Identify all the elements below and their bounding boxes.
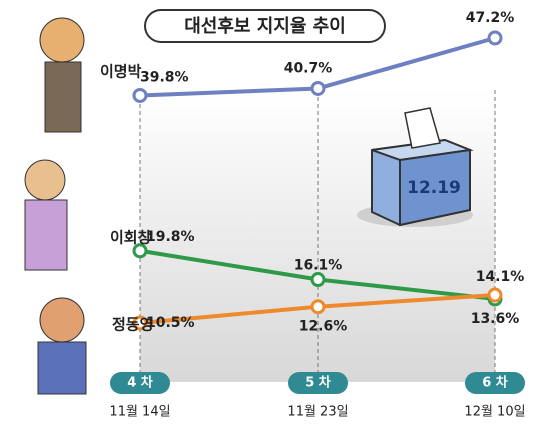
data-label: 13.6% [471,311,520,327]
round-label: 5 차 [305,375,331,391]
data-label: 40.7% [284,60,333,76]
ballot-box: 12.19 [357,107,474,227]
data-label: 19.8% [146,229,195,245]
round-badge [288,372,348,394]
round-badge [465,372,525,394]
point [310,80,326,96]
chart-title: 대선후보 지지율 추이 [184,16,346,37]
data-label: 39.8% [140,69,189,85]
data-label: 14.1% [476,269,525,285]
legend-label: 정동영 [112,316,153,334]
legend-label: 이명박 [100,63,142,81]
round-badge [110,372,170,394]
point [310,299,326,315]
x-tick-label: 12월 10일 [464,405,525,420]
data-label: 12.6% [299,319,348,335]
point [487,287,503,303]
point [132,315,148,331]
round-label: 4 차 [127,375,153,391]
x-tick-label: 11월 14일 [109,405,170,420]
data-label: 16.1% [294,258,343,274]
round-label: 6 차 [482,375,508,391]
point [487,30,503,46]
title-box [144,9,386,43]
point [132,243,148,259]
caricatures [24,17,87,395]
point [310,272,326,288]
data-label: 10.5% [146,315,195,331]
x-tick-label: 11월 23일 [287,405,348,420]
data-label: 47.2% [466,10,515,26]
point [132,87,148,103]
ballot-label: 12.19 [407,178,461,198]
legend-label: 이회창 [110,229,152,247]
